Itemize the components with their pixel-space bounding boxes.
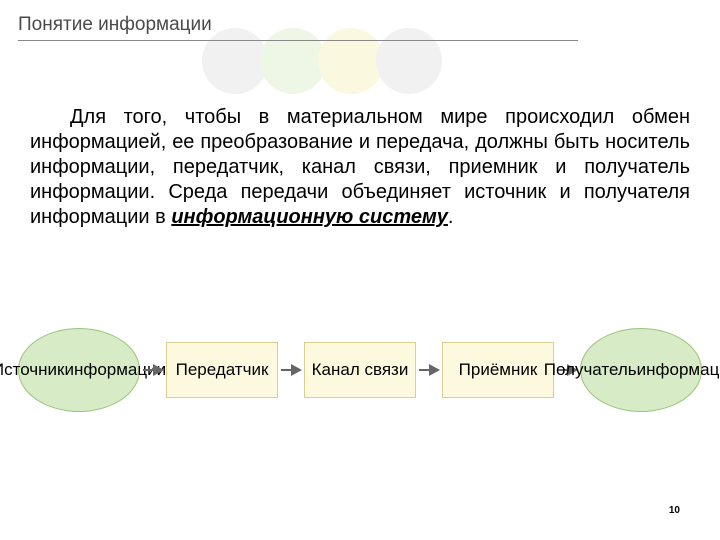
header-divider (18, 40, 578, 41)
flow-node-3: Приёмник (442, 342, 554, 398)
paragraph-text-after: . (448, 206, 454, 228)
header: Понятие информации (0, 0, 720, 47)
arrow-icon (142, 361, 164, 379)
body-paragraph: Для того, чтобы в материальном мире прои… (0, 47, 720, 230)
arrow-icon (418, 361, 440, 379)
page-number: 10 (669, 505, 680, 516)
flow-diagram: Источникинформации Передатчик Канал связи П… (0, 310, 720, 430)
flow-node-1: Передатчик (166, 342, 278, 398)
flow-node-4: Получательинформации (580, 328, 702, 412)
arrow-icon (280, 361, 302, 379)
page-title: Понятие информации (18, 14, 702, 36)
paragraph-emphasis: информационную систему (171, 206, 448, 228)
flow-node-0: Источникинформации (18, 328, 140, 412)
flow-node-2: Канал связи (304, 342, 416, 398)
